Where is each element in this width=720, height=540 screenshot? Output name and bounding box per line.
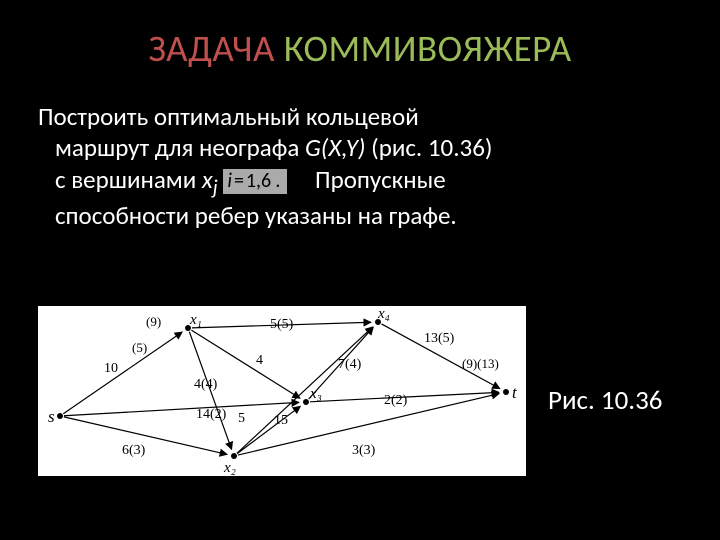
graph-edge-label: 4(4) (194, 377, 218, 392)
graph-edge-label: 6(3) (122, 443, 146, 458)
graph-diagram: s x₁ x₂ x₃ x₄ t (9) (5) 10 5(5) 4 4(4) 14(2) 5 15 6(3) 7… (38, 306, 526, 476)
graph-node (57, 413, 63, 419)
graph-edge-label: (5) (132, 340, 147, 355)
graph-node-label: x₄ (377, 306, 390, 322)
graph-node (503, 389, 509, 395)
graph-node-label: x₁ (189, 312, 202, 328)
graph-edge (63, 332, 182, 414)
text-part: (рис. 10.36) (365, 132, 492, 163)
formula-eq: = (232, 169, 246, 193)
graph-edge-label: 15 (274, 413, 288, 428)
graph-edge-label: (9) (146, 314, 161, 329)
graph-edge (237, 406, 300, 453)
graph-edge-label: 7(4) (338, 357, 362, 372)
graph-edge-label: 5 (238, 411, 245, 426)
graph-edge-label: 10 (104, 361, 118, 376)
graph-edge-label: 13(5) (424, 331, 455, 346)
graph-function: G(X,Y) (305, 132, 365, 163)
graph-node-label: t (512, 383, 518, 402)
graph-node (303, 399, 309, 405)
figure-area: s x₁ x₂ x₃ x₄ t (9) (5) 10 5(5) 4 4(4) 14(2) 5 15 6(3) 7… (38, 306, 682, 506)
formula-range: 1,6 (246, 169, 271, 193)
text-part: Пропускные (287, 164, 446, 195)
text-part: Построить оптимальный кольцевой (38, 101, 419, 132)
graph-edge (237, 327, 373, 454)
graph-edge-label: 4 (256, 353, 263, 368)
slide-title: ЗАДАЧА КОММИВОЯЖЕРА (0, 0, 720, 71)
vertex-sub: j (213, 174, 218, 200)
graph-edge-label: 3(3) (352, 443, 376, 458)
text-part: маршрут для неографа (55, 132, 305, 163)
graph-node-label: s (48, 407, 55, 426)
graph-edge (64, 402, 299, 415)
title-word-2: КОММИВОЯЖЕРА (284, 26, 572, 71)
graph-edge-label: 2(2) (384, 393, 408, 408)
graph-node-label: x₃ (309, 386, 322, 402)
formula-dot: . (271, 169, 281, 193)
graph-node (231, 453, 237, 459)
graph-edge-label: 5(5) (270, 317, 294, 332)
graph-edge-label: 14(2) (196, 407, 227, 422)
figure-caption: Рис. 10.36 (548, 384, 662, 417)
text-part: с вершинами (55, 164, 202, 195)
body-paragraph: Построить оптимальный кольцевой маршрут … (0, 71, 720, 231)
graph-node-label: x₂ (223, 460, 236, 476)
inline-formula: i=1,6 . (223, 169, 286, 194)
title-word-1: ЗАДАЧА (148, 26, 275, 71)
graph-edge (64, 417, 227, 455)
text-part: способности ребер указаны на графе. (55, 200, 457, 231)
graph-edge-label: (9)(13) (462, 356, 499, 371)
vertex-var: x (202, 164, 213, 195)
